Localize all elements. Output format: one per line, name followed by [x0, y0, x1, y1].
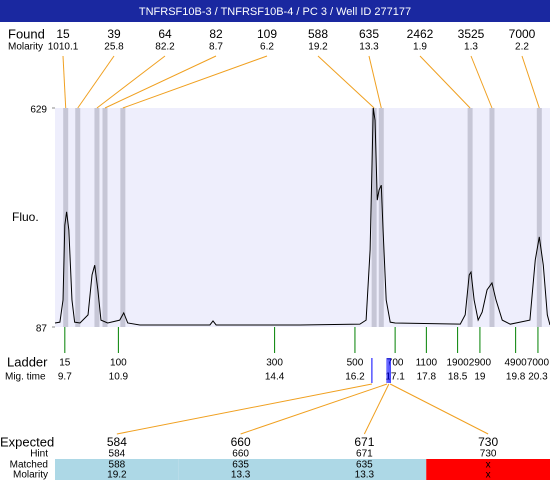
found-label: Found [8, 26, 45, 41]
found-molarity: 19.2 [308, 42, 328, 53]
found-size: 82 [209, 27, 223, 41]
y-axis-label: Fluo. [12, 210, 39, 224]
ladder-size: 7000 [527, 358, 550, 369]
found-molarity: 2.2 [515, 42, 529, 53]
peak-leader [317, 55, 375, 109]
found-size: 109 [257, 27, 277, 41]
hint: 660 [232, 449, 249, 460]
peak-leader [122, 55, 268, 109]
expected-leader [363, 383, 390, 435]
found-size: 635 [359, 27, 379, 41]
molarity-row-label: Molarity [13, 470, 48, 480]
y-tick-label: 629 [30, 105, 47, 116]
ladder-mig-time: 17.8 [417, 372, 437, 383]
matched-molarity: 19.2 [107, 470, 127, 480]
ladder-size: 700 [387, 358, 404, 369]
ladder-mig-time: 9.7 [58, 372, 72, 383]
peak-leader [470, 55, 493, 109]
peak-leader [368, 55, 382, 109]
ladder-size: 1900 [446, 358, 469, 369]
matched: 588 [109, 460, 126, 471]
found-molarity: 1010.1 [48, 42, 79, 53]
peak-band [75, 108, 81, 327]
expected-size: 730 [478, 435, 498, 449]
peak-leader [96, 55, 166, 109]
ladder-size: 4900 [505, 358, 528, 369]
peak-leader [77, 55, 115, 109]
expected-size: 584 [107, 435, 127, 449]
matched: 635 [356, 460, 373, 471]
found-molarity: 82.2 [155, 42, 175, 53]
hint: 671 [356, 449, 373, 460]
ladder-mig-time: 14.4 [265, 372, 285, 383]
matched-label: Matched [10, 460, 48, 471]
found-size: 64 [158, 27, 172, 41]
found-molarity: 1.3 [464, 42, 478, 53]
ladder-size: 1100 [416, 358, 438, 369]
found-molarity: 8.7 [209, 42, 223, 53]
expected-leader [240, 383, 388, 435]
plot-area [55, 108, 550, 327]
ladder-size: 500 [347, 358, 364, 369]
y-tick-label: 87 [36, 324, 48, 335]
peak-band [378, 108, 384, 327]
hint: 730 [480, 449, 497, 460]
matched-cell [55, 459, 179, 480]
peak-band [94, 108, 100, 327]
trace [54, 107, 550, 326]
mig-time-label: Mig. time [5, 372, 46, 383]
peak-leader [521, 55, 540, 109]
found-size: 3525 [458, 27, 485, 41]
ladder-mig-time: 20.3 [528, 372, 548, 383]
ladder-size: 2900 [469, 358, 492, 369]
ladder-mig-time: 19 [474, 372, 486, 383]
peak-band [536, 108, 542, 327]
found-molarity: 6.2 [260, 42, 274, 53]
matched-molarity: 13.3 [355, 470, 375, 480]
ladder-mig-time: 16.2 [345, 372, 365, 383]
found-molarity: 1.9 [413, 42, 427, 53]
matched-cell [302, 459, 427, 480]
matched: 635 [232, 460, 249, 471]
peak-band [371, 108, 377, 327]
peak-band [467, 108, 473, 327]
ladder-size: 100 [110, 358, 127, 369]
ladder-mig-time: 18.5 [448, 372, 468, 383]
found-size: 15 [56, 27, 70, 41]
ladder-size: 300 [266, 358, 283, 369]
ladder-label: Ladder [7, 354, 48, 369]
matched-molarity: x [486, 470, 491, 480]
peak-band [489, 108, 495, 327]
found-molarity-label: Molarity [8, 42, 43, 53]
hint: 584 [109, 449, 126, 460]
found-molarity: 13.3 [359, 42, 379, 53]
title-bar [0, 0, 550, 22]
ladder-mig-time: 17.1 [385, 372, 405, 383]
ladder-mig-time: 10.9 [109, 372, 129, 383]
expected-label: Expected [0, 434, 54, 449]
ladder-size: 15 [59, 358, 71, 369]
found-size: 588 [308, 27, 328, 41]
matched-molarity: 13.3 [231, 470, 251, 480]
expected-leader [389, 383, 489, 435]
found-size: 39 [107, 27, 121, 41]
hint-label: Hint [30, 449, 48, 460]
peak-band [120, 108, 126, 327]
found-size: 2462 [407, 27, 434, 41]
peak-band [102, 108, 108, 327]
expected-leader [116, 383, 373, 435]
peak-leader [104, 55, 217, 109]
expected-size: 671 [354, 435, 374, 449]
matched-cell [178, 459, 303, 480]
matched-cell [426, 459, 550, 480]
peak-leader [62, 55, 67, 109]
matched: x [486, 460, 491, 471]
found-molarity: 25.8 [104, 42, 124, 53]
title: TNFRSF10B-3 / TNFRSF10B-4 / PC 3 / Well … [139, 6, 411, 18]
found-size: 7000 [509, 27, 536, 41]
peak-leader [419, 55, 471, 109]
expected-size: 660 [231, 435, 251, 449]
ladder-mig-time: 19.8 [506, 372, 526, 383]
